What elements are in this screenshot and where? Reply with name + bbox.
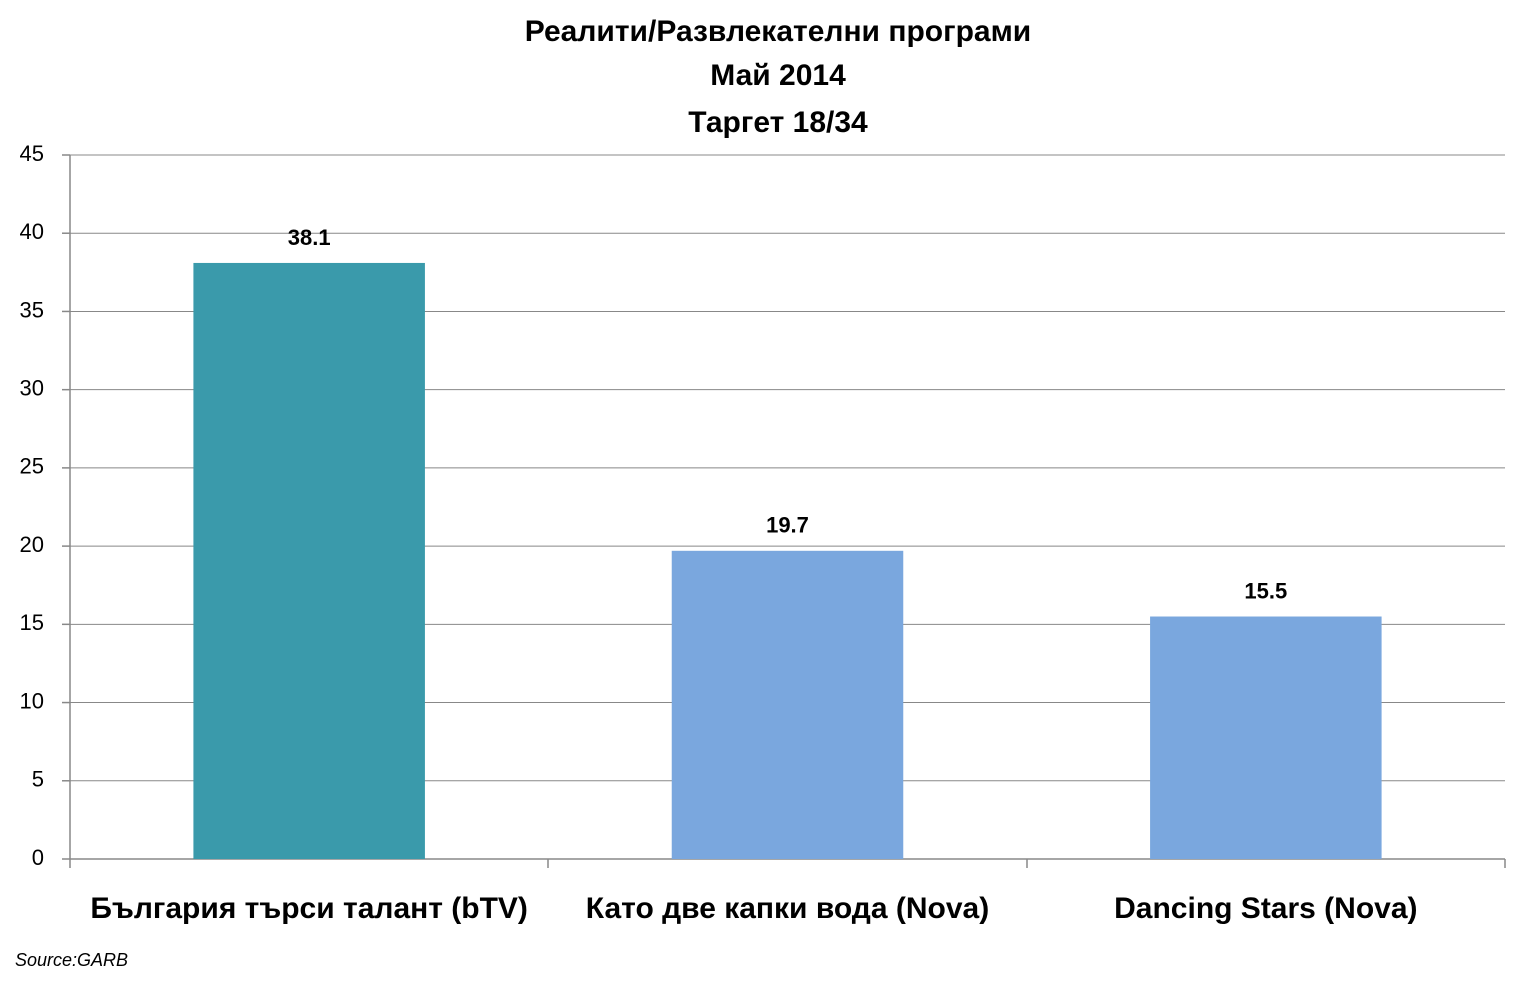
bar — [1150, 616, 1382, 859]
x-tick-label: Dancing Stars (Nova) — [1114, 892, 1417, 925]
y-tick-label: 15 — [20, 610, 44, 635]
chart-title: Реалити/Развлекателни програми — [525, 15, 1032, 48]
y-tick-label: 40 — [20, 219, 44, 244]
x-tick-label: Като две капки вода (Nova) — [586, 892, 989, 925]
chart-title: Май 2014 — [710, 59, 846, 92]
y-tick-label: 5 — [32, 767, 44, 792]
y-tick-label: 20 — [20, 532, 44, 557]
y-tick-label: 10 — [20, 688, 44, 713]
bar — [193, 262, 425, 859]
y-tick-label: 35 — [20, 297, 44, 322]
y-tick-label: 45 — [20, 141, 44, 166]
y-tick-label: 0 — [32, 845, 44, 870]
y-tick-label: 30 — [20, 375, 44, 400]
bar — [671, 550, 904, 859]
x-tick-label: България търси талант (bTV) — [90, 892, 528, 925]
value-label: 15.5 — [1244, 578, 1287, 603]
value-label: 38.1 — [288, 225, 331, 250]
source-note: Source:GARB — [15, 950, 128, 970]
x-axis-ticks — [69, 859, 1506, 868]
value-label: 19.7 — [766, 513, 809, 538]
y-tick-label: 25 — [20, 454, 44, 479]
chart-title: Таргет 18/34 — [688, 106, 868, 139]
